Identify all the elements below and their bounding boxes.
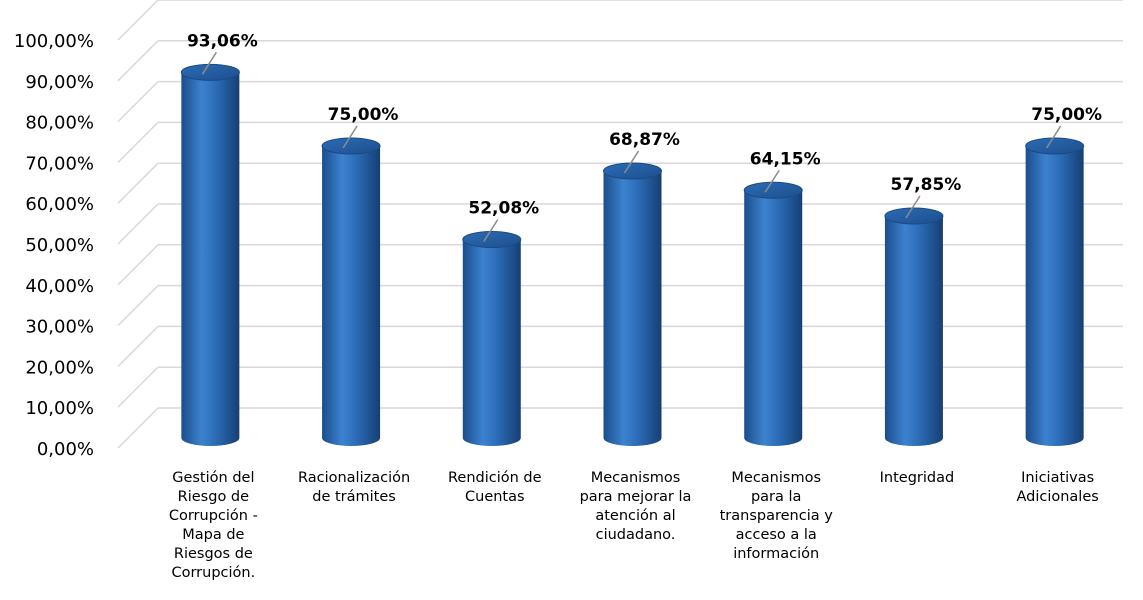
data-label-leader xyxy=(201,51,217,75)
category-label: Rendición de Cuentas xyxy=(448,470,542,505)
data-label: 75,00% xyxy=(328,105,399,125)
bar-top xyxy=(462,231,522,249)
gridline-side xyxy=(117,162,159,204)
gridline-side xyxy=(117,285,159,327)
gridline-side xyxy=(117,40,159,82)
bar-top xyxy=(321,137,381,155)
data-labels: 93,06% 75,00% 52,08% 68,87% 64,15% 57,85% 75,0… xyxy=(187,31,1102,242)
y-tick-label: 70,00% xyxy=(25,153,94,174)
y-tick-label: 30,00% xyxy=(25,317,94,338)
bars xyxy=(180,63,1085,447)
bar xyxy=(743,181,803,446)
bar-body xyxy=(462,239,521,446)
data-label-leader xyxy=(1046,125,1062,149)
data-label-leader xyxy=(905,195,921,219)
y-tick-label: 10,00% xyxy=(25,398,94,419)
bar-top xyxy=(603,162,662,180)
category-label: Mecanismos para la transparencia y acceso a… xyxy=(720,470,834,562)
bar-top xyxy=(743,181,803,199)
gridline-side xyxy=(117,0,159,41)
data-label-leader xyxy=(764,169,780,193)
bar-top xyxy=(1025,137,1085,155)
y-axis-ticks: 0,00% 10,00% 20,00% 30,00% 40,00% 50,00% 60,00… xyxy=(14,31,94,460)
bar-top xyxy=(884,207,944,225)
bar xyxy=(321,137,381,446)
data-label: 75,00% xyxy=(1031,105,1102,125)
bar xyxy=(180,63,240,447)
bar-body xyxy=(322,146,381,446)
gridline-side xyxy=(117,121,159,163)
bar xyxy=(884,207,944,446)
y-tick-label: 60,00% xyxy=(25,194,94,215)
bar xyxy=(1025,137,1085,446)
gridline-side xyxy=(117,325,159,367)
data-label-leader xyxy=(342,125,358,149)
bar-body xyxy=(181,72,240,447)
bar xyxy=(462,231,522,446)
gridline-side xyxy=(117,407,159,449)
y-tick-label: 80,00% xyxy=(25,113,94,134)
y-tick-label: 40,00% xyxy=(25,276,94,297)
data-label-leader xyxy=(623,150,640,174)
data-label: 93,06% xyxy=(187,31,258,51)
gridline-side xyxy=(117,203,159,245)
bar-top xyxy=(180,63,240,81)
gridline-side xyxy=(117,81,159,123)
bar xyxy=(603,162,662,446)
data-label: 57,85% xyxy=(891,175,962,195)
data-label: 68,87% xyxy=(609,130,680,150)
bar-body xyxy=(744,190,803,446)
category-label: Racionalización de trámites xyxy=(298,470,410,505)
data-label: 64,15% xyxy=(750,149,821,169)
gridline-side xyxy=(117,244,159,286)
category-label: Gestión del Riesgo de Corrupción -Mapa de R… xyxy=(169,470,258,581)
bar-body xyxy=(1025,146,1084,446)
bar-body xyxy=(603,171,662,446)
gridline-side xyxy=(117,366,159,408)
y-tick-label: 100,00% xyxy=(14,31,94,52)
y-tick-label: 20,00% xyxy=(25,357,94,378)
bar-body xyxy=(884,215,943,446)
category-label: Iniciativas Adicionales xyxy=(1016,470,1098,505)
category-label: Mecanismos para mejorar la atención al ciud… xyxy=(580,470,692,543)
y-tick-label: 50,00% xyxy=(25,235,94,256)
y-tick-label: 90,00% xyxy=(25,72,94,93)
y-tick-label: 0,00% xyxy=(37,439,94,460)
category-label: Integridad xyxy=(880,470,955,486)
data-label-leader xyxy=(483,219,499,242)
category-labels: Gestión del Riesgo de Corrupción -Mapa de R… xyxy=(169,470,1099,581)
data-label: 52,08% xyxy=(468,199,539,219)
